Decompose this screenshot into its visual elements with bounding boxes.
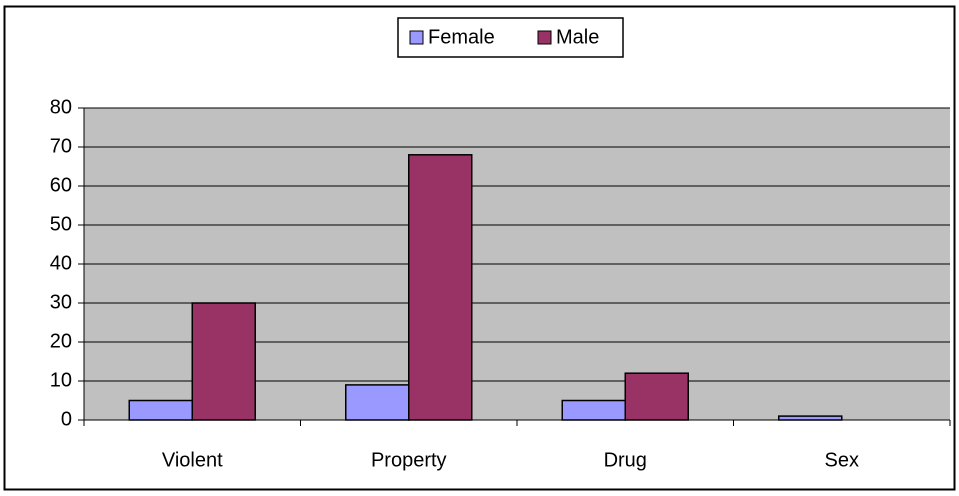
y-tick-label: 40: [50, 252, 72, 274]
legend-label: Female: [428, 26, 495, 48]
x-tick-label: Drug: [604, 449, 647, 471]
y-tick-label: 80: [50, 96, 72, 118]
y-tick-label: 10: [50, 369, 72, 391]
legend-swatch: [409, 30, 424, 45]
legend-label: Male: [556, 26, 599, 48]
bar: [345, 384, 410, 421]
bar: [561, 399, 626, 421]
y-tick-label: 50: [50, 213, 72, 235]
bar: [408, 154, 473, 421]
bar: [624, 372, 689, 421]
y-tick-label: 60: [50, 174, 72, 196]
legend-swatch: [537, 30, 552, 45]
y-tick-label: 0: [61, 408, 72, 430]
x-tick-label: Sex: [825, 449, 859, 471]
bar: [128, 399, 193, 421]
bar: [778, 415, 843, 421]
y-tick-label: 20: [50, 330, 72, 352]
y-tick-label: 30: [50, 291, 72, 313]
bar: [191, 302, 256, 421]
x-tick-label: Violent: [162, 449, 223, 471]
x-tick-label: Property: [371, 449, 447, 471]
y-tick-label: 70: [50, 135, 72, 157]
legend-box: [397, 17, 624, 58]
